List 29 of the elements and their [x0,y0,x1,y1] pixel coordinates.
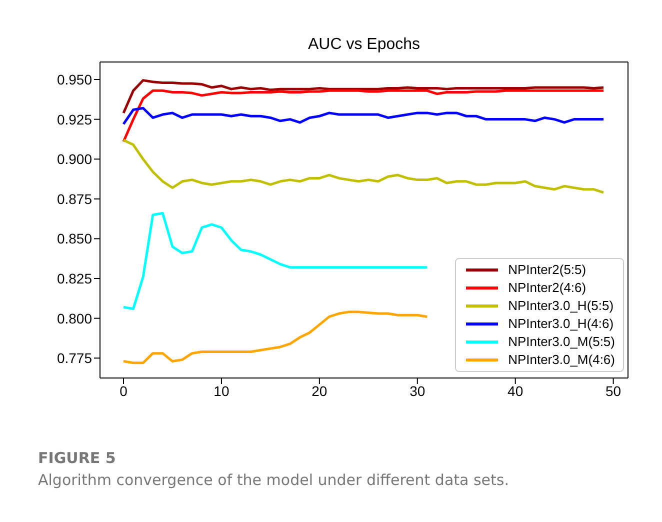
y-tick-label: 0.875 [56,190,92,207]
x-tick-label: 10 [214,382,230,399]
legend-label: NPInter2(4:6) [508,279,586,297]
line-series [122,310,428,364]
line-series [122,79,605,114]
y-tick-label: 0.850 [56,230,92,247]
x-tick-label: 20 [312,382,328,399]
y-tick-label: 0.950 [56,71,92,88]
y-tick-label: 0.800 [56,310,92,326]
line-series [122,106,605,126]
legend-label: NPInter2(5:5) [508,261,586,279]
text: Algorithm convergence of the model under different data sets. [38,471,510,489]
x-tick-label: 30 [410,382,426,399]
y-tick-label: 0.825 [56,270,92,286]
y-tick-label: 0.900 [56,151,92,168]
line-series [122,89,605,143]
x-tick-label: 40 [508,382,524,399]
y-tick-label: 0.775 [56,350,92,366]
caption: FIGURE 5 [38,449,117,467]
legend-label: NPInter3.0_H(4:6) [508,315,614,333]
legend-label: NPInter3.0_M(4:6) [508,351,615,369]
x-tick-label: 50 [606,382,622,399]
line-series [122,138,605,194]
line-series [122,212,428,310]
x-tick-label: 0 [120,382,128,399]
legend-label: NPInter3.0_H(5:5) [508,297,614,315]
legend-label: NPInter3.0_M(5:5) [508,333,615,351]
chart-title: AUC vs Epochs [306,36,422,54]
y-tick-label: 0.925 [56,111,92,128]
